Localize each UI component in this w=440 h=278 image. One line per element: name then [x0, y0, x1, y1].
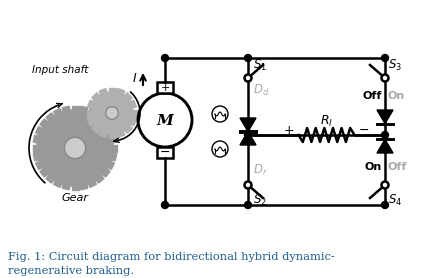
- Circle shape: [91, 92, 133, 134]
- Text: $S_1$: $S_1$: [253, 58, 267, 73]
- Polygon shape: [123, 93, 132, 101]
- Text: −: −: [359, 123, 369, 136]
- Circle shape: [245, 75, 252, 81]
- Polygon shape: [36, 161, 44, 169]
- Circle shape: [212, 141, 228, 157]
- Circle shape: [64, 137, 86, 159]
- Polygon shape: [112, 145, 117, 152]
- Polygon shape: [88, 109, 96, 116]
- Circle shape: [245, 182, 252, 188]
- Polygon shape: [88, 100, 95, 109]
- Polygon shape: [110, 135, 117, 143]
- Polygon shape: [116, 130, 125, 138]
- Text: Input shaft: Input shaft: [32, 65, 88, 75]
- Circle shape: [161, 202, 169, 208]
- Polygon shape: [54, 180, 62, 187]
- Circle shape: [245, 202, 252, 208]
- Text: Off: Off: [363, 91, 382, 101]
- Polygon shape: [88, 117, 95, 126]
- Polygon shape: [46, 175, 55, 183]
- Polygon shape: [129, 100, 136, 109]
- Polygon shape: [33, 153, 40, 161]
- Polygon shape: [92, 93, 101, 101]
- Polygon shape: [95, 175, 104, 183]
- Text: $I$: $I$: [132, 73, 137, 86]
- Polygon shape: [80, 183, 88, 190]
- Polygon shape: [123, 125, 132, 133]
- Polygon shape: [240, 131, 256, 145]
- Polygon shape: [40, 119, 48, 128]
- Circle shape: [138, 93, 192, 147]
- Polygon shape: [46, 113, 55, 121]
- Polygon shape: [132, 110, 137, 116]
- Text: $D_r$: $D_r$: [213, 106, 228, 121]
- Circle shape: [212, 106, 228, 122]
- Polygon shape: [377, 139, 393, 153]
- Circle shape: [381, 54, 389, 61]
- Circle shape: [245, 54, 252, 61]
- Text: $D_r$: $D_r$: [253, 162, 268, 178]
- Text: Fig. 1: Circuit diagram for bidirectional hybrid dynamic-
regenerative braking.: Fig. 1: Circuit diagram for bidirectiona…: [8, 252, 335, 276]
- Polygon shape: [240, 118, 256, 131]
- Text: M: M: [157, 114, 173, 128]
- Polygon shape: [99, 130, 108, 138]
- Polygon shape: [33, 135, 40, 143]
- Polygon shape: [71, 185, 78, 190]
- Circle shape: [381, 75, 389, 81]
- Circle shape: [37, 110, 113, 186]
- Polygon shape: [33, 145, 38, 152]
- Bar: [157, 147, 173, 158]
- Circle shape: [381, 202, 389, 208]
- Polygon shape: [102, 119, 110, 128]
- Polygon shape: [377, 110, 393, 124]
- Text: $S_4$: $S_4$: [388, 193, 402, 208]
- Text: +: +: [160, 83, 170, 93]
- Polygon shape: [88, 180, 96, 187]
- Text: $S_3$: $S_3$: [388, 58, 402, 73]
- Polygon shape: [116, 88, 125, 96]
- Polygon shape: [99, 88, 108, 96]
- Polygon shape: [102, 168, 110, 177]
- Polygon shape: [95, 113, 104, 121]
- Text: $R_l$: $R_l$: [320, 113, 333, 128]
- Circle shape: [381, 182, 389, 188]
- Polygon shape: [40, 168, 48, 177]
- Bar: [157, 82, 173, 93]
- Polygon shape: [80, 106, 88, 113]
- Polygon shape: [106, 161, 114, 169]
- Polygon shape: [62, 183, 70, 190]
- Polygon shape: [106, 126, 114, 135]
- Text: $S_2$: $S_2$: [253, 193, 267, 208]
- Polygon shape: [87, 110, 92, 116]
- Text: On: On: [365, 162, 382, 172]
- Polygon shape: [92, 125, 101, 133]
- Text: On: On: [388, 91, 405, 101]
- Polygon shape: [36, 126, 44, 135]
- Polygon shape: [62, 106, 70, 113]
- Circle shape: [381, 131, 389, 138]
- Text: $D_d$: $D_d$: [253, 83, 269, 98]
- Text: Gear: Gear: [62, 193, 88, 203]
- Text: Off: Off: [388, 162, 407, 172]
- Circle shape: [245, 131, 252, 138]
- Polygon shape: [54, 109, 62, 116]
- Polygon shape: [71, 106, 78, 111]
- Polygon shape: [129, 117, 136, 126]
- Polygon shape: [109, 133, 115, 138]
- Text: $D_d$: $D_d$: [212, 142, 228, 157]
- Polygon shape: [110, 153, 117, 161]
- Text: −: −: [160, 145, 170, 158]
- Polygon shape: [109, 88, 115, 93]
- Circle shape: [161, 54, 169, 61]
- Circle shape: [106, 107, 118, 119]
- Text: +: +: [284, 123, 294, 136]
